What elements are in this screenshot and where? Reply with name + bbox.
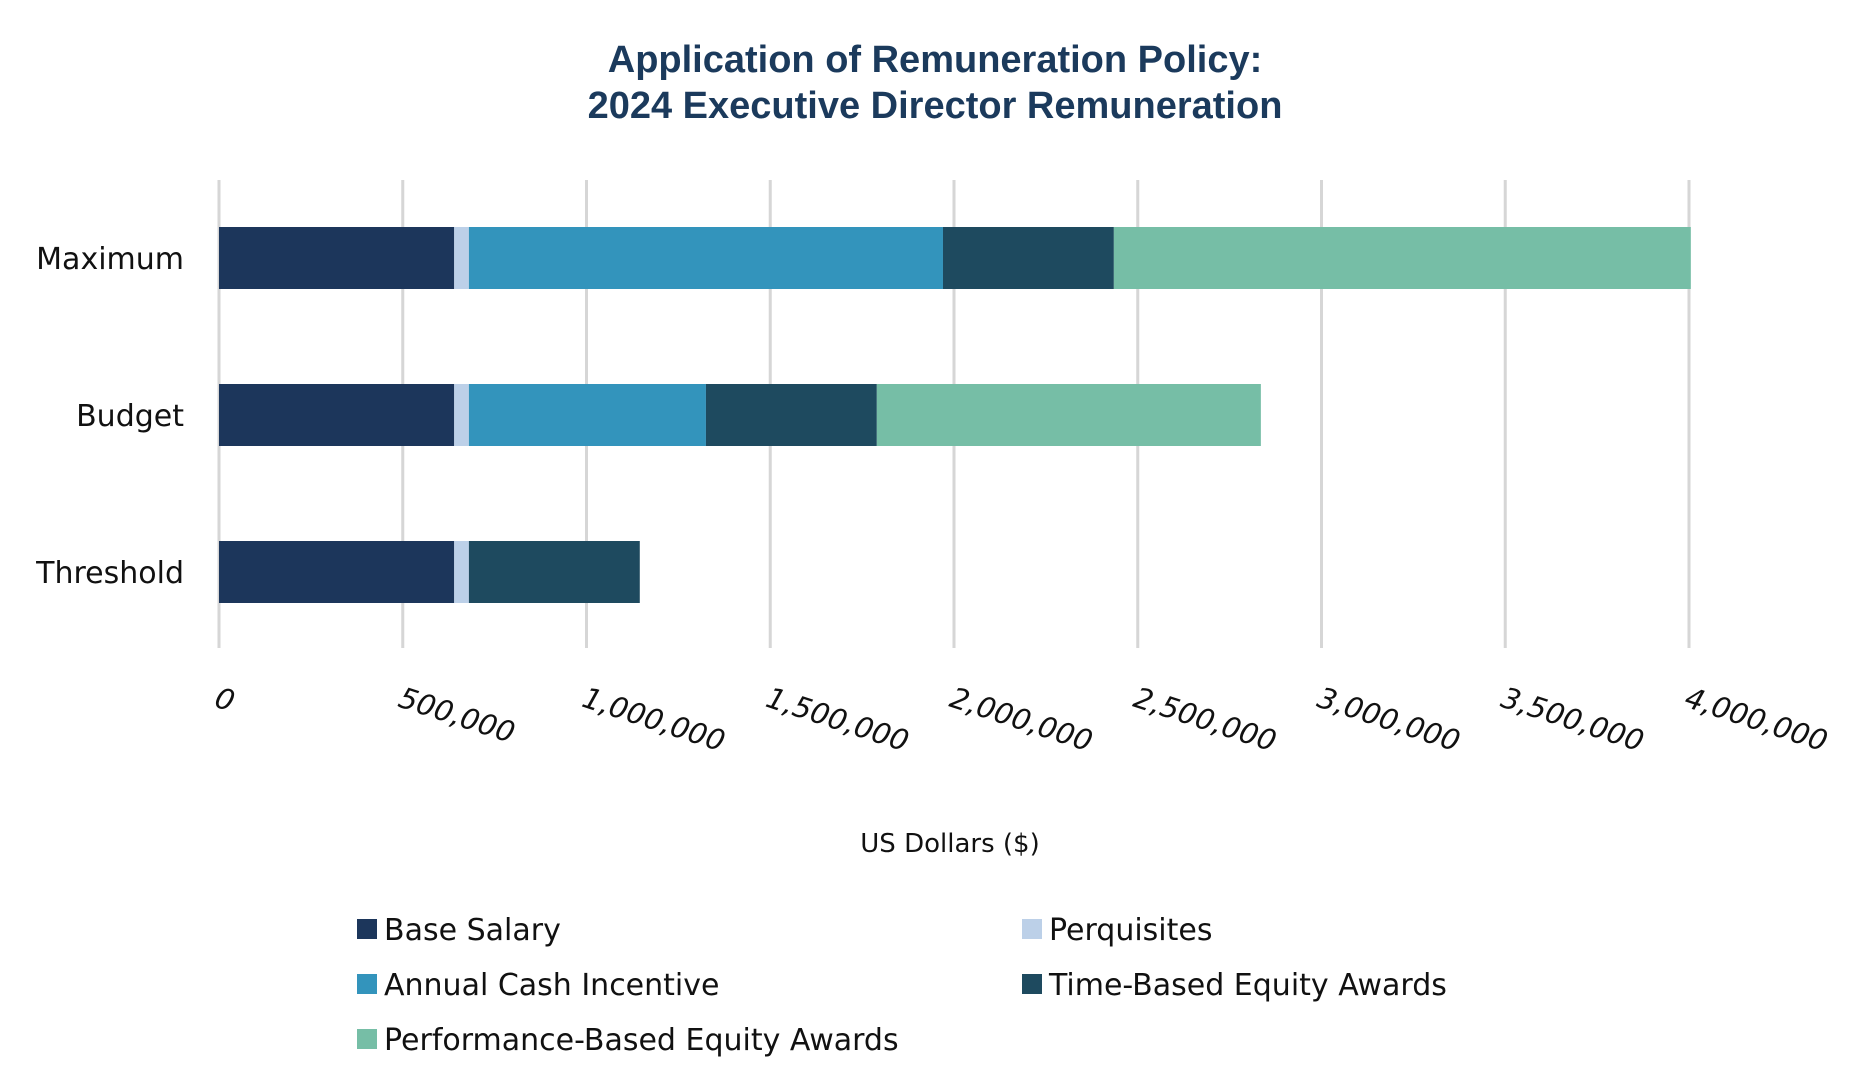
legend-label: Annual Cash Incentive — [384, 968, 719, 1003]
legend-item: Base Salary — [357, 913, 561, 948]
chart-title-line-2: 2024 Executive Director Remuneration — [588, 85, 1283, 127]
x-tick-label: 1,000,000 — [578, 680, 729, 758]
x-tick-label: 3,500,000 — [1497, 680, 1648, 758]
legend-item: Performance-Based Equity Awards — [357, 1023, 899, 1058]
legend-item: Time-Based Equity Awards — [1022, 968, 1447, 1003]
bar-segment — [1113, 227, 1691, 289]
bar-segment — [876, 384, 1261, 446]
x-axis-tick-labels: 0 500,000 1,000,000 1,500,000 2,000,000 2,500… — [211, 680, 1832, 758]
x-tick-label: 1,500,000 — [762, 680, 913, 758]
bar-segment — [468, 384, 706, 446]
bars — [219, 227, 1691, 603]
bar-segment — [219, 384, 455, 446]
legend-label: Perquisites — [1049, 913, 1213, 948]
x-tick-label: 2,500,000 — [1130, 680, 1281, 758]
x-tick-label: 2,000,000 — [946, 680, 1097, 758]
legend-swatch — [357, 919, 377, 939]
bar-segment — [454, 384, 469, 446]
bar-segment — [468, 227, 943, 289]
category-label: Budget — [76, 399, 184, 434]
legend-swatch — [1022, 919, 1042, 939]
legend-label: Performance-Based Equity Awards — [384, 1023, 899, 1058]
bar-segment — [705, 384, 877, 446]
legend-label: Time-Based Equity Awards — [1048, 968, 1447, 1003]
x-tick-label: 4,000,000 — [1681, 680, 1832, 758]
legend-item: Annual Cash Incentive — [357, 968, 719, 1003]
x-tick-label: 0 — [211, 680, 239, 718]
bar-segment — [454, 541, 469, 603]
legend: Base Salary Perquisites Annual Cash Incent… — [357, 913, 1447, 1058]
category-label: Threshold — [35, 556, 184, 591]
bar-segment — [468, 541, 640, 603]
x-axis-title: US Dollars ($) — [860, 829, 1039, 859]
bar-segment — [219, 541, 455, 603]
legend-label: Base Salary — [384, 913, 561, 948]
legend-item: Perquisites — [1022, 913, 1213, 948]
legend-swatch — [357, 1029, 377, 1049]
legend-swatch — [357, 974, 377, 994]
chart-title-line-1: Application of Remuneration Policy: — [608, 39, 1263, 81]
category-labels: Maximum Budget Threshold — [35, 242, 184, 591]
bar-segment — [454, 227, 469, 289]
bar-segment — [942, 227, 1114, 289]
bar-segment — [219, 227, 455, 289]
legend-swatch — [1022, 974, 1042, 994]
category-label: Maximum — [36, 242, 184, 277]
x-tick-label: 500,000 — [395, 680, 520, 749]
x-tick-label: 3,000,000 — [1313, 680, 1464, 758]
